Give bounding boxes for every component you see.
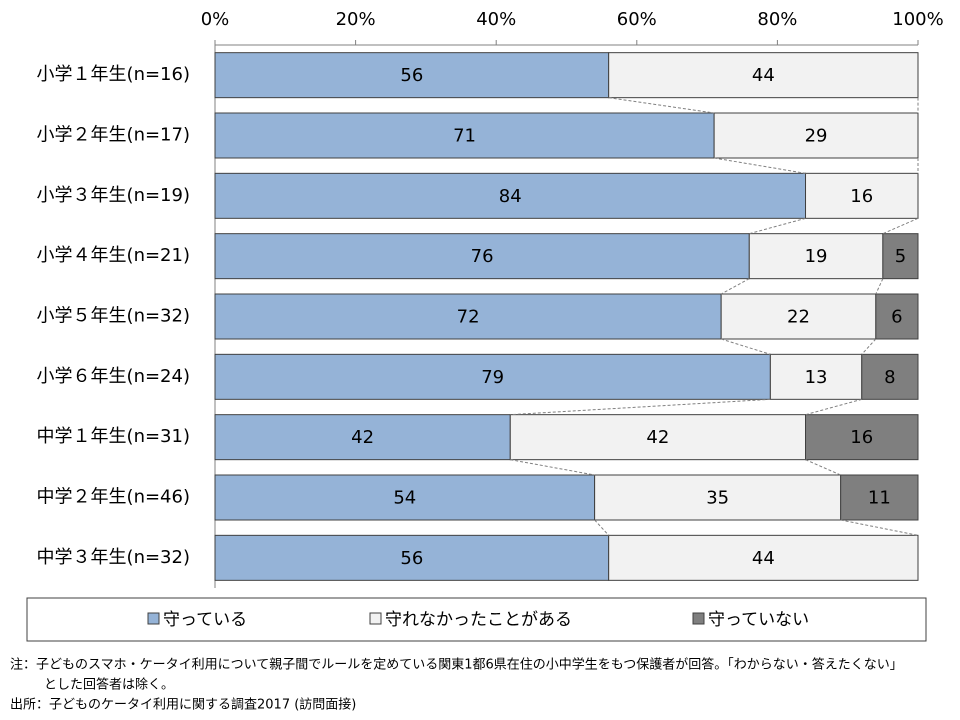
bar-segment — [594, 474, 842, 521]
bar-segment — [769, 353, 863, 400]
series-line — [882, 217, 919, 235]
y-tick-label: 小学１年生(n=16) — [37, 64, 190, 85]
data-label: 22 — [787, 307, 810, 328]
data-label: 19 — [805, 246, 828, 267]
y-tick-label: 中学２年生(n=46) — [37, 487, 190, 508]
data-label: 54 — [393, 488, 416, 509]
legend-swatch — [369, 612, 382, 625]
data-label: 5 — [895, 246, 906, 267]
data-label: 35 — [706, 488, 729, 509]
legend-label: 守れなかったことがある — [385, 610, 572, 630]
bar-segment — [214, 233, 750, 280]
data-label: 44 — [752, 548, 775, 569]
bar-segment — [748, 233, 884, 280]
series-line — [510, 459, 595, 476]
bar-segment — [608, 534, 919, 581]
series-line — [875, 278, 884, 295]
note: 注：子どものスマホ・ケータイ利用について親子間でルールを定めている関東1都6県在… — [10, 657, 903, 673]
series-line — [608, 97, 715, 114]
note: とした回答者は除く。 — [44, 677, 174, 693]
series-line — [805, 459, 841, 476]
data-label: 71 — [453, 126, 476, 147]
data-label: 11 — [868, 488, 891, 509]
legend-swatch — [147, 612, 160, 625]
legend-label: 守っていない — [708, 610, 809, 630]
data-label: 56 — [400, 548, 423, 569]
bar-segment — [214, 52, 610, 99]
data-label: 16 — [850, 186, 873, 207]
data-label: 72 — [457, 307, 480, 328]
source: 出所：子どものケータイ利用に関する調査2017 (訪問面接) — [10, 697, 356, 713]
y-tick-label: 小学２年生(n=17) — [37, 125, 190, 146]
series-line — [721, 338, 771, 355]
series-line — [714, 157, 806, 174]
legend-box — [26, 597, 927, 642]
bar-segment — [214, 353, 771, 400]
bar-segment — [713, 112, 919, 159]
bar-segment — [875, 293, 919, 340]
x-tick-label: 100% — [892, 9, 943, 30]
legend-swatch — [692, 612, 705, 625]
y-tick-label: 小学４年生(n=21) — [37, 245, 190, 266]
data-label: 6 — [891, 307, 902, 328]
data-label: 13 — [805, 367, 828, 388]
y-tick-label: 中学３年生(n=32) — [37, 547, 190, 568]
data-label: 8 — [884, 367, 895, 388]
series-line — [861, 338, 877, 355]
data-label: 56 — [400, 65, 423, 86]
legend-label: 守っている — [163, 610, 247, 630]
data-label: 42 — [351, 427, 374, 448]
x-tick-label: 80% — [757, 9, 797, 30]
data-label: 84 — [499, 186, 522, 207]
bar-segment — [214, 534, 610, 581]
x-tick-label: 20% — [336, 9, 376, 30]
bar-segment — [840, 474, 919, 521]
series-line — [749, 217, 806, 235]
series-line — [840, 519, 919, 536]
series-line — [720, 278, 750, 295]
data-label: 16 — [850, 427, 873, 448]
y-tick-label: 小学５年生(n=32) — [37, 306, 190, 327]
bar-segment — [805, 414, 919, 461]
data-label: 42 — [646, 427, 669, 448]
bar-segment — [805, 172, 919, 219]
bar-segment — [509, 414, 807, 461]
bar-segment — [861, 353, 919, 400]
data-label: 79 — [481, 367, 504, 388]
series-line — [805, 398, 862, 416]
x-tick-label: 0% — [201, 9, 230, 30]
bar-segment — [882, 233, 919, 280]
bar-segment — [214, 172, 807, 219]
bar-segment — [214, 414, 511, 461]
data-label: 44 — [752, 65, 775, 86]
y-tick-label: 小学６年生(n=24) — [37, 366, 190, 387]
data-label: 76 — [471, 246, 494, 267]
series-line — [510, 398, 771, 416]
bar-segment — [214, 293, 722, 340]
x-tick-label: 60% — [617, 9, 657, 30]
series-line — [594, 519, 610, 536]
data-label: 29 — [805, 126, 828, 147]
bar-segment — [720, 293, 877, 340]
y-tick-label: 中学１年生(n=31) — [37, 426, 190, 447]
bar-segment — [608, 52, 919, 99]
bar-segment — [214, 474, 596, 521]
y-tick-label: 小学３年生(n=19) — [37, 185, 190, 206]
x-tick-label: 40% — [476, 9, 516, 30]
